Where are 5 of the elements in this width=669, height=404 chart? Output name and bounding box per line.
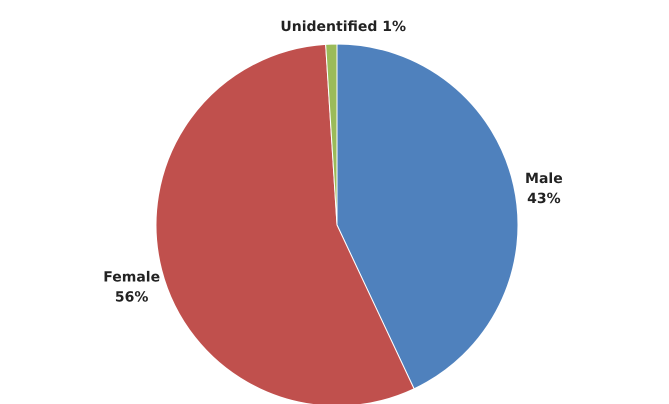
data-label: 43% <box>527 190 561 207</box>
data-label: 56% <box>114 290 148 306</box>
slice-label: Female <box>103 270 160 286</box>
slice-label: Male <box>525 170 563 187</box>
slice-label: Unidentified 1% <box>280 19 406 36</box>
